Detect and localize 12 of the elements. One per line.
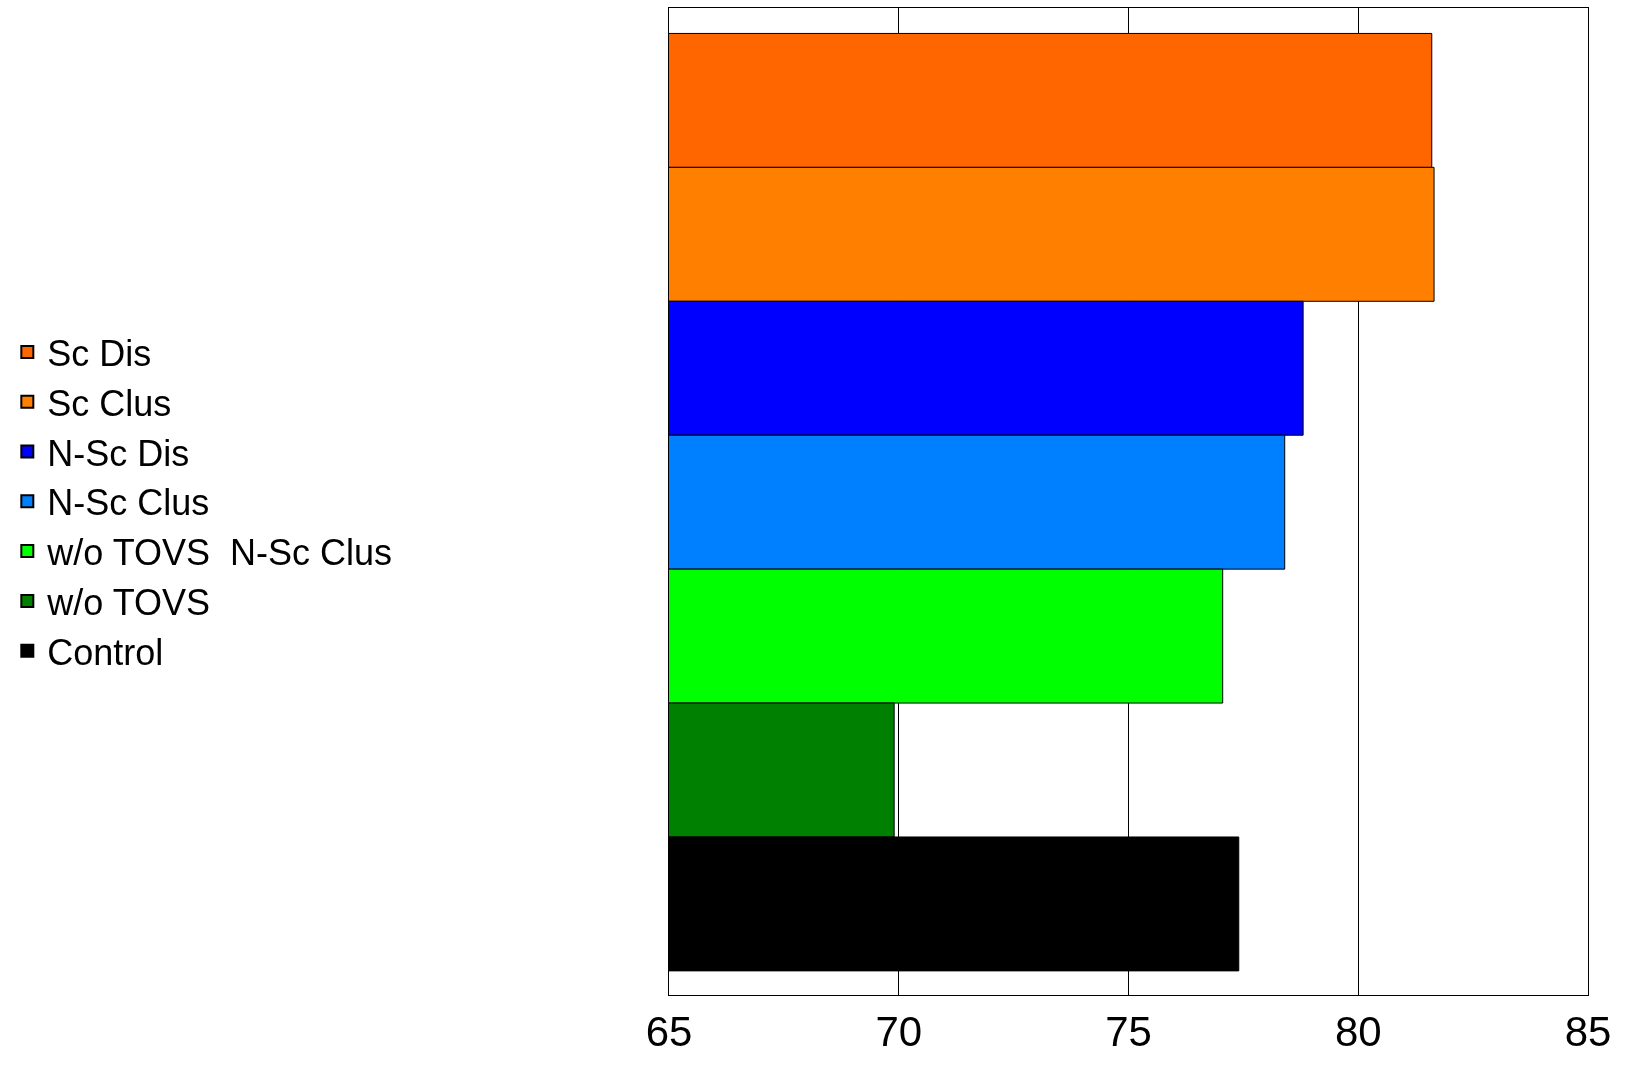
x-tick-label: 65	[645, 1008, 693, 1056]
x-tick-label: 85	[1564, 1008, 1612, 1056]
legend-label: Sc Dis	[47, 332, 152, 374]
legend-label: N-Sc Clus	[47, 482, 210, 524]
x-tick-label: 70	[875, 1008, 923, 1056]
x-tick-label: 80	[1334, 1008, 1382, 1056]
legend-label: N-Sc Dis	[47, 432, 190, 474]
legend-label: Sc Clus	[47, 382, 172, 424]
legend-label: w/o TOVS	[46, 581, 211, 623]
legend-label: w/o TOVS N-Sc Clus	[46, 532, 393, 574]
legend-label: Control	[47, 631, 164, 673]
x-tick-label: 75	[1105, 1008, 1152, 1056]
